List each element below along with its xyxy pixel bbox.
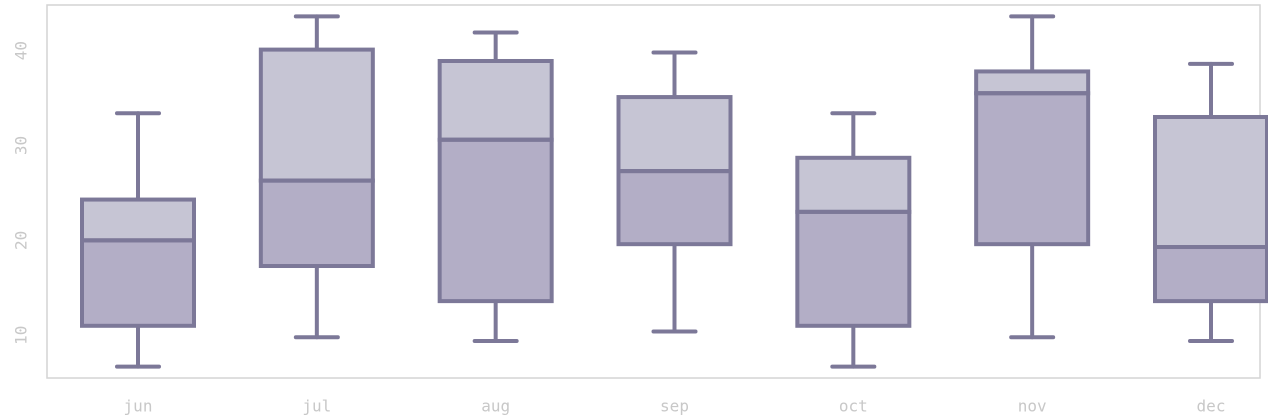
box-nov	[974, 14, 1091, 340]
box-jul	[258, 14, 375, 340]
box-upper-half	[616, 95, 733, 174]
box-lower-half	[974, 91, 1091, 247]
box-lower-half	[80, 238, 196, 328]
x-axis: jun jul aug sep oct nov dec	[124, 397, 1226, 416]
box-jun	[80, 111, 196, 369]
x-tick-label: oct	[839, 397, 868, 416]
x-tick-label: jul	[302, 397, 331, 416]
box-upper-half	[258, 47, 375, 183]
box-oct	[795, 111, 912, 369]
y-tick-label: 40	[12, 41, 31, 60]
x-tick-label: sep	[660, 397, 689, 416]
box-lower-half	[616, 169, 733, 247]
x-tick-label: jun	[124, 397, 153, 416]
box-lower-half	[1153, 245, 1268, 304]
box-sep	[616, 50, 733, 334]
y-tick-label: 20	[12, 231, 31, 250]
box-upper-half	[80, 197, 196, 243]
box-upper-half	[974, 69, 1091, 96]
box-lower-half	[437, 137, 554, 304]
y-axis: 10 20 30 40	[12, 41, 31, 345]
box-lower-half	[795, 209, 912, 328]
x-tick-label: dec	[1197, 397, 1226, 416]
boxes-layer	[80, 14, 1268, 369]
y-tick-label: 10	[12, 326, 31, 345]
box-upper-half	[1153, 114, 1268, 250]
x-tick-label: aug	[481, 397, 510, 416]
box-upper-half	[437, 58, 554, 142]
x-tick-label: nov	[1018, 397, 1047, 416]
box-upper-half	[795, 155, 912, 214]
box-dec	[1153, 61, 1268, 343]
box-aug	[437, 30, 554, 343]
box-lower-half	[258, 178, 375, 269]
y-tick-label: 30	[12, 136, 31, 155]
